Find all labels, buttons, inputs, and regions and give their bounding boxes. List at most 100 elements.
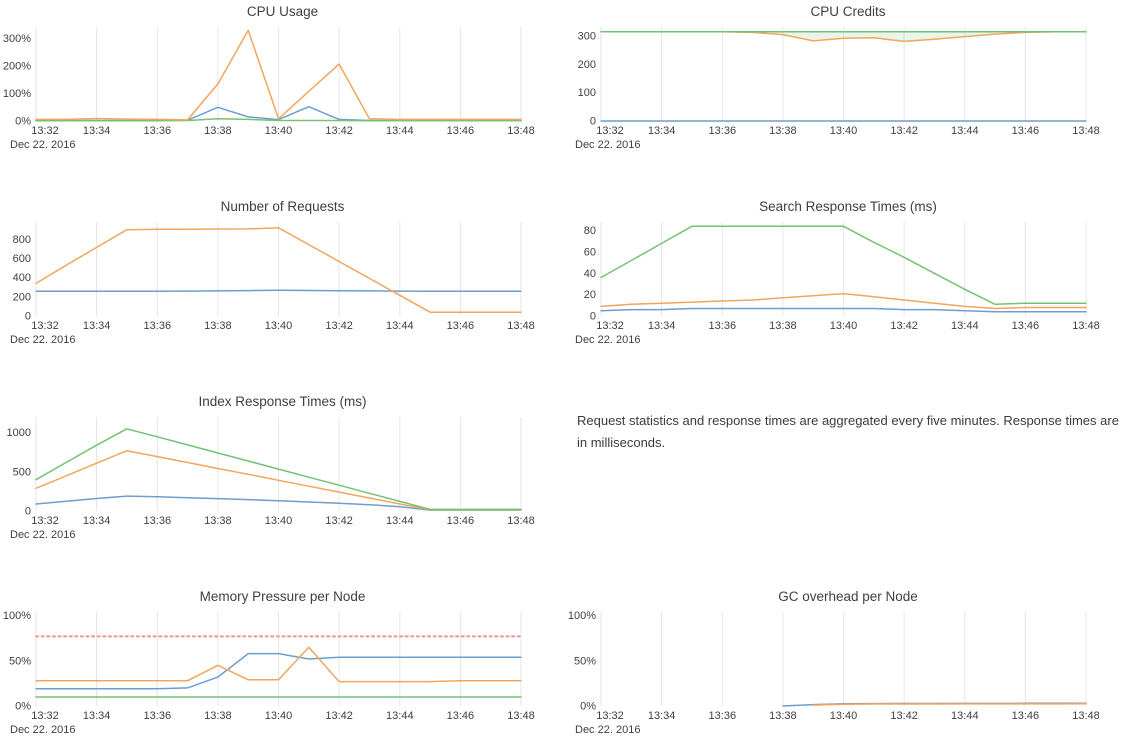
svg-text:13:48: 13:48 [507,320,535,332]
svg-text:13:48: 13:48 [507,710,535,722]
svg-text:13:32: 13:32 [31,125,59,137]
svg-text:100%: 100% [3,88,31,100]
svg-text:20: 20 [584,289,596,301]
svg-text:50%: 50% [574,655,596,667]
svg-text:13:32: 13:32 [31,515,59,527]
svg-text:13:46: 13:46 [1012,710,1040,722]
svg-text:13:38: 13:38 [204,710,232,722]
svg-text:13:46: 13:46 [1012,320,1040,332]
svg-text:13:42: 13:42 [325,710,353,722]
svg-text:13:48: 13:48 [1072,710,1100,722]
gc-overhead-chart: GC overhead per Node 0% 50% 100% 13:32 13:34… [565,585,1131,741]
svg-text:13:38: 13:38 [204,320,232,332]
svg-text:Dec 22. 2016: Dec 22. 2016 [10,139,75,151]
svg-text:200: 200 [13,291,31,303]
svg-text:13:42: 13:42 [890,320,918,332]
svg-text:13:32: 13:32 [596,125,624,137]
chart-title: Memory Pressure per Node [199,589,366,604]
svg-text:60: 60 [584,246,596,258]
svg-text:50%: 50% [9,655,31,667]
svg-text:100%: 100% [3,610,31,622]
svg-text:13:40: 13:40 [265,515,293,527]
svg-text:13:44: 13:44 [951,710,979,722]
aggregation-note-text: Request statistics and response times ar… [577,413,1119,450]
svg-text:13:34: 13:34 [83,515,111,527]
svg-text:40: 40 [584,268,596,280]
svg-text:Dec 22. 2016: Dec 22. 2016 [575,334,640,346]
svg-text:0: 0 [25,311,31,323]
svg-text:400: 400 [13,272,31,284]
chart-title: GC overhead per Node [778,589,918,604]
svg-text:13:40: 13:40 [265,710,293,722]
svg-text:13:32: 13:32 [596,320,624,332]
svg-text:500: 500 [13,466,31,478]
svg-text:13:38: 13:38 [204,515,232,527]
svg-text:13:44: 13:44 [386,125,414,137]
chart-title: Search Response Times (ms) [759,199,937,214]
svg-text:13:34: 13:34 [83,320,111,332]
gc-overhead-plot[interactable]: 0% 50% 100% 13:32 13:34 13:36 13:38 13:40 13:42 1… [565,606,1130,742]
svg-text:300: 300 [578,31,596,43]
svg-text:13:44: 13:44 [386,710,414,722]
svg-text:1000: 1000 [7,427,31,439]
search-response-times-plot[interactable]: 0 20 40 60 80 13:32 13:34 13:36 13:38 13:40 13:42 1… [565,216,1130,352]
number-of-requests-chart: Number of Requests 0 200 400 600 800 13:32 13:… [0,195,565,390]
svg-text:13:36: 13:36 [144,125,172,137]
index-response-times-chart: Index Response Times (ms) 0 500 1000 13:32 1… [0,390,565,585]
cpu-usage-chart: CPU Usage 0% 100% 200% 300% 13:32 13:34 13:36 1… [0,0,565,195]
svg-text:13:34: 13:34 [648,320,676,332]
cpu-usage-plot[interactable]: 0% 100% 200% 300% 13:32 13:34 13:36 13:38 13:40 1… [0,21,565,157]
chart-title: Number of Requests [220,199,345,214]
svg-text:13:32: 13:32 [596,710,624,722]
svg-text:13:46: 13:46 [447,710,475,722]
svg-text:13:34: 13:34 [648,710,676,722]
svg-text:Dec 22. 2016: Dec 22. 2016 [575,139,640,151]
svg-text:13:46: 13:46 [447,515,475,527]
svg-text:200: 200 [578,59,596,71]
svg-text:0: 0 [590,116,596,128]
chart-title: CPU Usage [246,4,319,19]
cpu-credits-chart: CPU Credits 0 100 200 300 13:32 13:34 13:36 13:… [565,0,1131,195]
chart-title: CPU Credits [810,4,886,19]
svg-text:Dec 22. 2016: Dec 22. 2016 [10,724,75,736]
svg-text:13:42: 13:42 [890,710,918,722]
search-response-times-chart: Search Response Times (ms) 0 20 40 60 80 13:3… [565,195,1131,390]
svg-text:600: 600 [13,253,31,265]
svg-text:13:36: 13:36 [144,320,172,332]
svg-text:13:40: 13:40 [265,320,293,332]
svg-text:300%: 300% [3,33,31,45]
svg-text:0: 0 [590,311,596,323]
chart-title: Index Response Times (ms) [198,394,367,409]
svg-text:13:38: 13:38 [769,320,797,332]
svg-text:13:38: 13:38 [769,710,797,722]
svg-text:13:48: 13:48 [1072,125,1100,137]
svg-text:13:40: 13:40 [265,125,293,137]
svg-text:13:34: 13:34 [83,125,111,137]
index-response-times-plot[interactable]: 0 500 1000 13:32 13:34 13:36 13:38 13:40 13:42 13… [0,411,565,547]
svg-text:13:48: 13:48 [1072,320,1100,332]
svg-text:13:42: 13:42 [325,125,353,137]
svg-text:Dec 22. 2016: Dec 22. 2016 [10,334,75,346]
svg-text:13:38: 13:38 [204,125,232,137]
svg-text:200%: 200% [3,61,31,73]
svg-text:Dec 22. 2016: Dec 22. 2016 [10,529,75,541]
svg-text:13:42: 13:42 [890,125,918,137]
memory-pressure-plot[interactable]: 0% 50% 100% 13:32 13:34 13:36 13:38 13:40 13:42 1… [0,606,565,742]
svg-text:13:40: 13:40 [830,320,858,332]
svg-text:13:44: 13:44 [386,320,414,332]
svg-text:13:42: 13:42 [325,320,353,332]
svg-text:0%: 0% [580,701,596,713]
number-of-requests-plot[interactable]: 0 200 400 600 800 13:32 13:34 13:36 13:38 13:40 13… [0,216,565,352]
svg-text:0%: 0% [15,701,31,713]
svg-text:13:36: 13:36 [709,710,737,722]
svg-text:13:44: 13:44 [386,515,414,527]
svg-text:13:48: 13:48 [507,125,535,137]
svg-text:13:36: 13:36 [144,710,172,722]
svg-text:13:32: 13:32 [31,710,59,722]
svg-text:13:46: 13:46 [447,320,475,332]
svg-text:100: 100 [578,87,596,99]
svg-text:Dec 22. 2016: Dec 22. 2016 [575,724,640,736]
svg-text:13:38: 13:38 [769,125,797,137]
cpu-credits-plot[interactable]: 0 100 200 300 13:32 13:34 13:36 13:38 13:40 13:42… [565,21,1130,157]
